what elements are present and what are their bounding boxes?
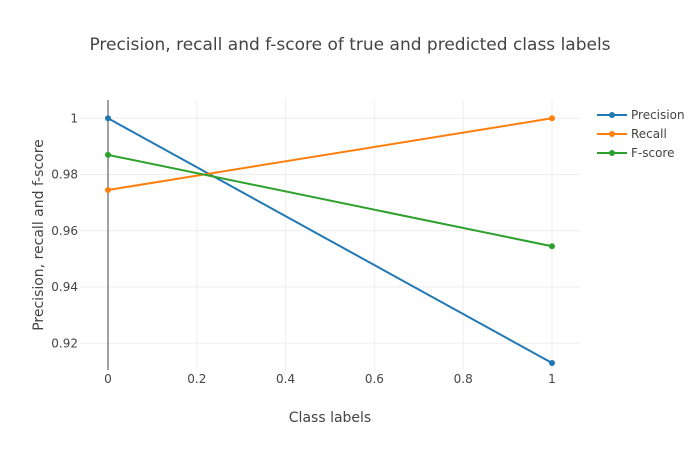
data-point-recall[interactable] bbox=[105, 187, 111, 193]
series-line-precision[interactable] bbox=[107, 117, 553, 364]
data-point-precision[interactable] bbox=[105, 115, 111, 122]
x-tick-label: 1 bbox=[548, 372, 556, 386]
x-axis-title: Class labels bbox=[289, 410, 371, 426]
data-point-f-score[interactable] bbox=[549, 243, 555, 250]
data-point-precision[interactable] bbox=[549, 359, 555, 366]
x-tick-label: 0.6 bbox=[365, 372, 384, 386]
legend-marker bbox=[609, 112, 615, 118]
y-tick-label: 0.98 bbox=[51, 168, 78, 182]
y-axis-title: Precision, recall and f-score bbox=[31, 139, 47, 331]
axis-layer: 0 0.2 0.4 0.6 0.8 1 0.92 0.94 0.96 0.98 1 bbox=[51, 100, 556, 386]
series-layer bbox=[105, 115, 555, 366]
legend-item-f-score[interactable]: F-score bbox=[597, 146, 674, 160]
y-tick-label: 0.94 bbox=[51, 280, 78, 294]
legend-item-precision[interactable]: Precision bbox=[597, 108, 685, 122]
series-line-recall[interactable] bbox=[107, 117, 553, 191]
legend-marker bbox=[609, 150, 615, 156]
series-line-f-score[interactable] bbox=[107, 153, 553, 248]
chart-title: Precision, recall and f-score of true an… bbox=[89, 35, 610, 55]
legend-marker bbox=[609, 131, 615, 137]
legend-label: Recall bbox=[631, 127, 667, 141]
legend-item-recall[interactable]: Recall bbox=[597, 127, 667, 141]
y-tick-label: 0.92 bbox=[51, 336, 78, 350]
x-tick-label: 0.8 bbox=[454, 372, 473, 386]
y-tick-label: 0.96 bbox=[51, 224, 78, 238]
y-tick-label: 1 bbox=[70, 111, 78, 125]
x-tick-label: 0 bbox=[104, 372, 112, 386]
data-point-recall[interactable] bbox=[549, 115, 555, 122]
data-point-f-score[interactable] bbox=[105, 151, 111, 158]
legend-label: F-score bbox=[631, 146, 674, 160]
x-tick-label: 0.4 bbox=[276, 372, 295, 386]
x-tick-label: 0.2 bbox=[187, 372, 206, 386]
legend[interactable]: Precision Recall F-score bbox=[597, 108, 685, 160]
grid-layer bbox=[80, 100, 580, 370]
legend-label: Precision bbox=[631, 108, 685, 122]
